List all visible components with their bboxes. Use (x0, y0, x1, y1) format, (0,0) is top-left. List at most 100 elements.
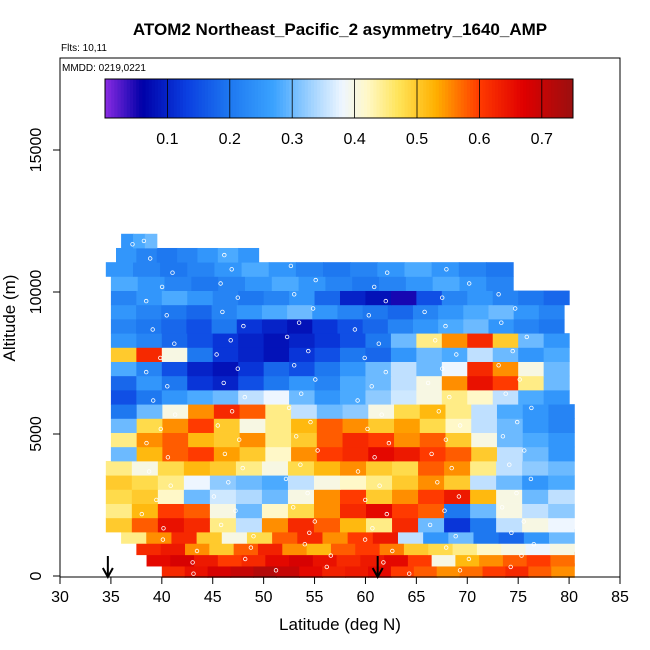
heatmap-cell (183, 475, 211, 490)
heatmap-cell (470, 517, 497, 533)
heatmap-cell (428, 540, 454, 556)
heatmap-cell (265, 551, 290, 567)
heatmap-cell (188, 404, 215, 419)
heatmap-cell (261, 475, 289, 490)
heatmap-cell (313, 517, 341, 533)
colorbar-segment (367, 79, 371, 118)
heatmap-cell (513, 304, 540, 320)
colorbar-segment (289, 79, 293, 118)
colorbar-segment (413, 79, 418, 118)
heatmap-cell (314, 333, 341, 348)
heatmap-cell (186, 304, 213, 320)
colorbar-segment (239, 79, 243, 118)
observation-marker (457, 568, 463, 573)
observation-marker (154, 497, 159, 503)
colorbar-segment (139, 79, 143, 118)
observation-marker (496, 363, 501, 368)
observation-marker (150, 398, 156, 403)
x-axis-label: Latitude (deg N) (279, 615, 401, 634)
colorbar-segment (457, 79, 462, 118)
colorbar-segment (538, 79, 543, 118)
observation-marker (242, 556, 248, 562)
colorbar-segment (441, 79, 446, 118)
observation-marker (531, 542, 536, 547)
heatmap-cell (496, 404, 524, 419)
colorbar-segment (395, 79, 399, 118)
heatmap-cell (419, 418, 447, 433)
colorbar-segment (563, 79, 568, 118)
heatmap-cell (121, 529, 147, 544)
heatmap-cell (287, 318, 313, 334)
colorbar-segment (142, 79, 147, 118)
heatmap-cell (236, 304, 263, 320)
heatmap-cell (194, 551, 219, 567)
heatmap-cell (161, 389, 188, 405)
heatmap-cell (390, 563, 415, 578)
heatmap-cell (136, 304, 162, 320)
observation-marker (190, 560, 195, 565)
colorbar-segment (161, 79, 165, 118)
heatmap-cell (295, 262, 324, 277)
heatmap-cell (213, 418, 241, 433)
heatmap-cell (459, 276, 487, 291)
colorbar-segment (114, 79, 118, 118)
heatmap-cell (183, 489, 211, 504)
heatmap-cell (323, 262, 351, 277)
observation-marker (499, 320, 504, 325)
colorbar-segment (226, 79, 231, 118)
heatmap-cell (136, 333, 163, 348)
colorbar-segment (129, 79, 134, 118)
colorbar-segment (529, 79, 533, 118)
heatmap-cell (463, 304, 490, 320)
observation-marker (440, 366, 445, 371)
observation-marker (130, 242, 135, 247)
heatmap-cell (116, 247, 137, 263)
colorbar-segment (516, 79, 521, 118)
heatmap-cell (212, 333, 239, 348)
heatmap-cell (170, 551, 195, 567)
observation-marker (284, 334, 290, 340)
heatmap-cell (366, 460, 393, 476)
heatmap-cell (161, 347, 188, 362)
heatmap-cell (287, 304, 313, 320)
heatmap-cell (486, 276, 514, 291)
observation-marker (308, 419, 313, 425)
heatmap-cell (455, 551, 480, 567)
colorbar-segment (214, 79, 218, 118)
observation-marker (229, 267, 234, 272)
heatmap-cell (394, 404, 421, 419)
heatmap-cell (340, 475, 367, 490)
observation-marker (310, 306, 316, 311)
colorbar-segment (176, 79, 181, 118)
observation-marker (377, 483, 382, 488)
colorbar-segment (420, 79, 424, 118)
heatmap-cell (522, 503, 549, 519)
observation-marker (312, 519, 317, 524)
heatmap-cell (110, 347, 137, 362)
heatmap-cell (444, 503, 471, 519)
observation-marker (147, 256, 153, 261)
observation-marker (510, 348, 515, 354)
heatmap-cell (157, 475, 185, 490)
heatmap-cell (416, 375, 443, 391)
heatmap-cell (132, 233, 146, 249)
colorbar-segment (401, 79, 406, 118)
observation-marker (513, 306, 518, 311)
colorbar-segment (339, 79, 343, 118)
observation-marker (508, 564, 513, 570)
heatmap-cell (549, 529, 575, 544)
observation-marker (226, 480, 231, 485)
heatmap-cell (110, 333, 137, 348)
heatmap-cell (213, 404, 241, 419)
heatmap-cell (390, 347, 417, 362)
heatmap-cell (548, 446, 575, 462)
observation-marker (515, 419, 520, 425)
colorbar-segment (451, 79, 455, 118)
heatmap-cell (239, 446, 266, 462)
heatmap-cell (387, 304, 414, 320)
colorbar-segment (158, 79, 162, 118)
colorbar-segment (276, 79, 281, 118)
colorbar-segment (123, 79, 128, 118)
observation-marker (288, 263, 294, 269)
colorbar-segment (111, 79, 115, 118)
